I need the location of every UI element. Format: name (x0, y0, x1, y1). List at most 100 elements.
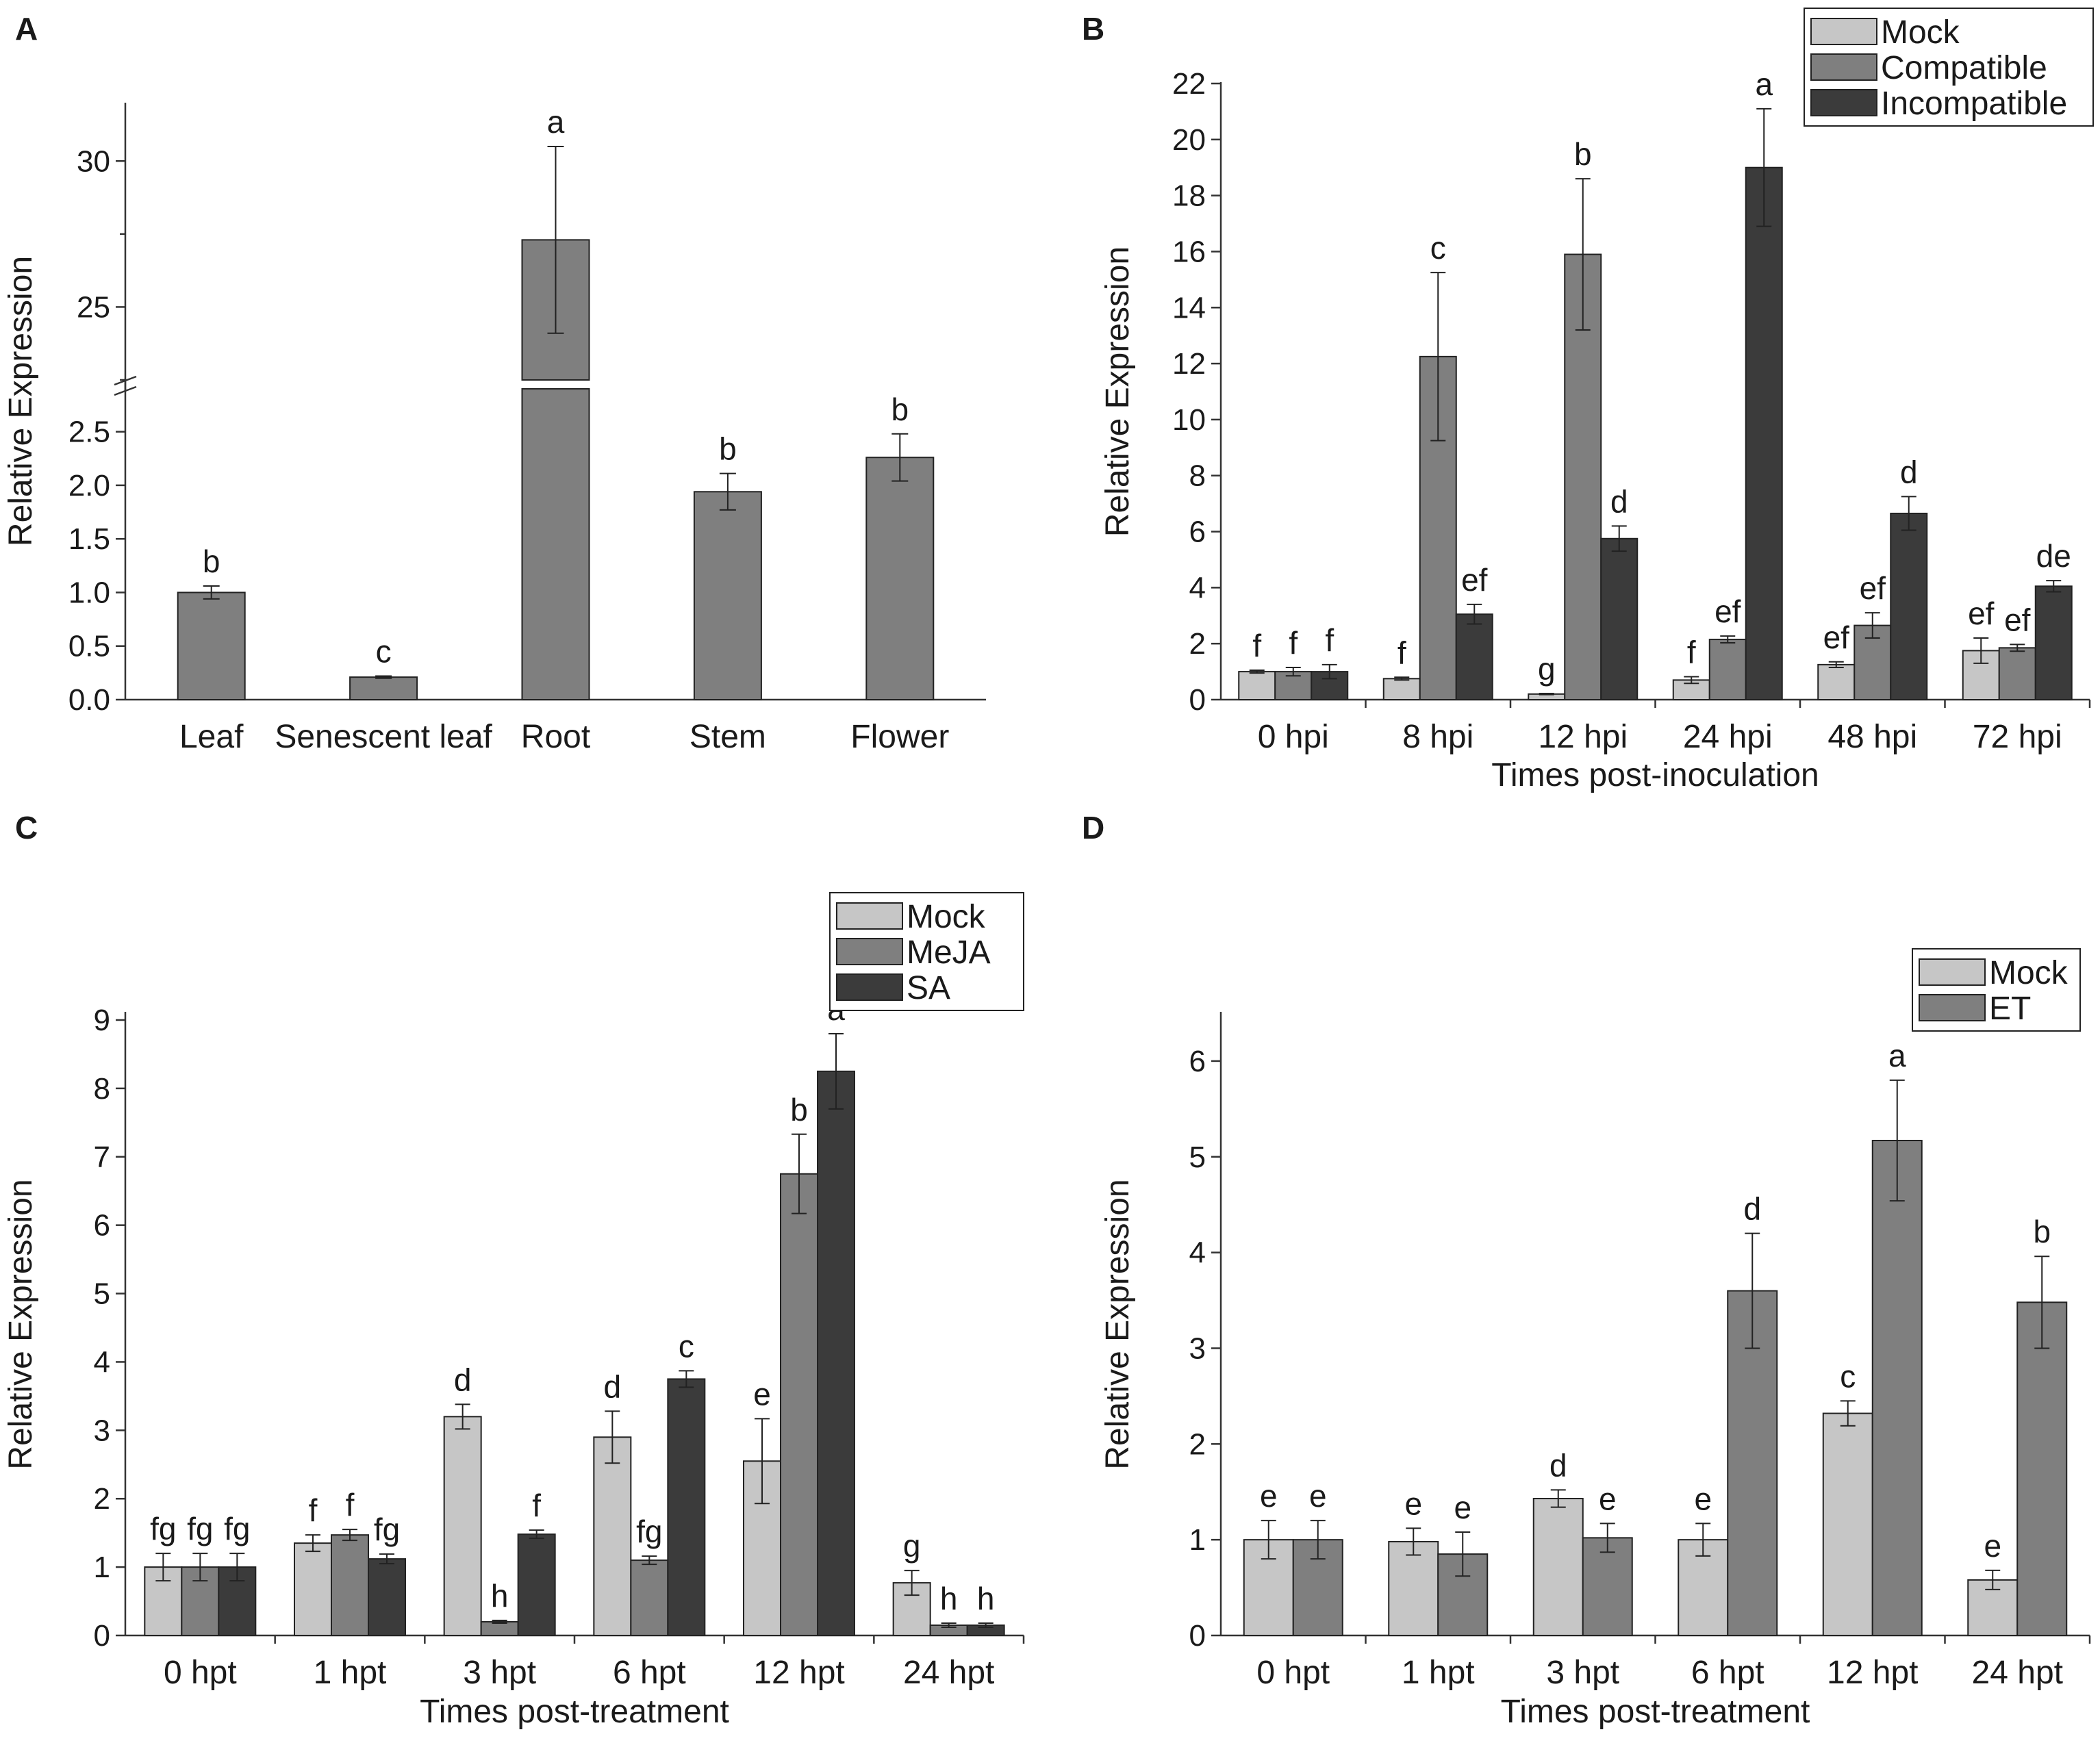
panel-d-legend-swatch-mock (1919, 958, 1986, 986)
panel-b-errorbar-compatible-1 (1430, 272, 1446, 442)
panel-b-sig-label-compatible-1: c (1430, 230, 1446, 266)
panel-b-errorbar-compatible-2 (1575, 178, 1591, 331)
panel-c-sig-label-meja-5: h (940, 1581, 958, 1616)
panel-c-legend-label-sa: SA (907, 970, 950, 1006)
panel-a-lower-ytick-label-0: 0.0 (68, 683, 110, 717)
panel-a-lower-ytick-label-4: 2.0 (68, 469, 110, 502)
panel-b-ytick-label-6: 12 (1172, 347, 1206, 381)
panel-c-sig-label-sa-5: h (977, 1581, 995, 1616)
panel-c-sig-label-sa-2: f (532, 1488, 541, 1523)
panel-c-letter: C (15, 810, 38, 845)
panel-c-bar-meja-3 (630, 1559, 669, 1636)
panel-a-bar-1 (349, 676, 418, 701)
panel-a-bar-3 (693, 491, 762, 701)
panel-b-sig-label-mock-3: f (1687, 634, 1696, 670)
panel-d-sig-label-mock-3: e (1694, 1481, 1712, 1516)
panel-c-legend-swatch-sa (836, 973, 903, 1001)
panel-c-bar-mock-2 (443, 1416, 482, 1636)
panel-b-errorbar-incompatible-5 (2046, 580, 2062, 593)
panel-b-bar-compatible-5 (1998, 647, 2036, 700)
panel-b-ytick-label-9: 18 (1172, 179, 1206, 213)
panel-d-errorbar-et-3 (1745, 1232, 1760, 1349)
panel-c-sig-label-meja-2: h (491, 1578, 509, 1614)
panel-b-legend-swatch-mock (1810, 18, 1877, 45)
panel-a-axis-break-mark-1 (114, 385, 137, 396)
panel-b-category-label-5: 72 hpi (1973, 719, 2062, 755)
panel-d-sig-label-et-1: e (1454, 1490, 1471, 1525)
panel-c-errorbar-meja-5 (941, 1622, 957, 1629)
panel-d-bar-et-1 (1437, 1553, 1489, 1637)
panel-d-errorbar-mock-3 (1695, 1523, 1711, 1557)
panel-a-sig-label-2: a (547, 104, 565, 140)
panel-d-errorbar-et-4 (1889, 1079, 1905, 1202)
panel-c-sig-label-sa-3: c (679, 1328, 694, 1364)
panel-d-errorbar-et-0 (1310, 1520, 1326, 1560)
panel-c-category-label-0: 0 hpt (164, 1655, 237, 1691)
panel-c-sig-label-mock-3: d (604, 1368, 622, 1404)
panel-b-ytick-label-8: 16 (1172, 235, 1206, 268)
panel-c-errorbar-mock-1 (305, 1534, 320, 1553)
panel-b-ytick-label-0: 0 (1189, 683, 1206, 717)
panel-d-bar-mock-2 (1532, 1498, 1584, 1637)
panel-c-errorbar-mock-5 (904, 1570, 920, 1596)
panel-b-sig-label-incompatible-1: ef (1461, 562, 1488, 598)
panel-a-lower-ytick-label-3: 1.5 (68, 522, 110, 556)
panel-b-errorbar-incompatible-3 (1756, 107, 1772, 227)
panel-b-errorbar-compatible-0 (1285, 666, 1301, 677)
panel-b-plot: 0 2 4 6 8 10 12 14 16 18 20 22 Relative Expression Ti… (1100, 8, 2094, 793)
panel-b-bar-mock-0 (1238, 671, 1276, 700)
panel-d-ytick-label-1: 1 (1189, 1523, 1206, 1557)
panel-b-bar-mock-4 (1817, 663, 1856, 701)
panel-b-letter: B (1082, 11, 1104, 47)
panel-c-category-label-3: 6 hpt (613, 1655, 686, 1691)
panel-b-errorbar-mock-0 (1249, 670, 1265, 674)
panel-c-sig-label-mock-1: f (309, 1492, 318, 1528)
panel-c-sig-label-sa-0: fg (224, 1511, 250, 1546)
panel-c-errorbar-sa-1 (379, 1553, 394, 1565)
panel-d-y-title: Relative Expression (1100, 1179, 1136, 1469)
panel-a-sig-label-3: b (719, 431, 737, 467)
panel-d-category-label-3: 6 hpt (1691, 1655, 1764, 1691)
panel-b-legend-label-incompatible: Incompatible (1881, 86, 2067, 122)
panel-b-y-title: Relative Expression (1100, 246, 1136, 537)
panel-c-errorbar-meja-2 (492, 1620, 507, 1625)
panel-b-sig-label-mock-0: f (1252, 628, 1261, 663)
panel-c-ytick-label-3: 3 (94, 1414, 110, 1447)
panel-b-errorbar-compatible-3 (1720, 635, 1736, 644)
panel-d-ytick-label-0: 0 (1189, 1619, 1206, 1653)
panel-b-errorbar-incompatible-1 (1467, 603, 1482, 625)
panel-b-errorbar-incompatible-2 (1611, 525, 1627, 552)
panel-d-category-label-5: 24 hpt (1972, 1655, 2063, 1691)
panel-c-sig-label-meja-1: f (346, 1487, 355, 1523)
panel-a-errorbar-3 (719, 472, 736, 511)
panel-b-sig-label-mock-1: f (1397, 635, 1406, 670)
panel-c-legend-label-mock: Mock (907, 899, 986, 935)
panel-c-ytick-label-2: 2 (94, 1482, 110, 1516)
panel-c-legend-label-meja: MeJA (907, 934, 991, 971)
panel-a-category-label-2: Root (521, 719, 590, 755)
panel-a-bar-lower-2 (521, 388, 590, 700)
panel-c-errorbar-mock-0 (155, 1553, 171, 1582)
panel-b-ytick-label-5: 10 (1172, 403, 1206, 437)
panel-b-ytick-label-10: 20 (1172, 123, 1206, 157)
panel-c-y-title: Relative Expression (3, 1179, 39, 1469)
panel-d-sig-label-mock-4: c (1840, 1358, 1856, 1394)
panel-d-letter: D (1082, 810, 1104, 845)
panel-c-ytick-label-4: 4 (94, 1345, 110, 1379)
panel-c-errorbar-mock-2 (455, 1403, 470, 1430)
panel-d-ytick-label-4: 4 (1189, 1236, 1206, 1270)
panel-c-bar-sa-2 (517, 1533, 556, 1636)
panel-d-ytick-label-3: 3 (1189, 1332, 1206, 1365)
panel-d-ytick-label-2: 2 (1189, 1427, 1206, 1461)
panel-a-lower-ytick-label-5: 2.5 (68, 416, 110, 449)
panel-d-category-label-2: 3 hpt (1546, 1655, 1619, 1691)
panel-a-lower-ytick-label-1: 0.5 (68, 630, 110, 663)
panel-d-sig-label-mock-0: e (1260, 1478, 1278, 1514)
panel-a-sig-label-4: b (891, 392, 909, 427)
panel-a-category-label-0: Leaf (179, 719, 244, 755)
panel-c-bar-meja-1 (331, 1534, 369, 1637)
panel-c-bar-sa-1 (368, 1558, 406, 1636)
